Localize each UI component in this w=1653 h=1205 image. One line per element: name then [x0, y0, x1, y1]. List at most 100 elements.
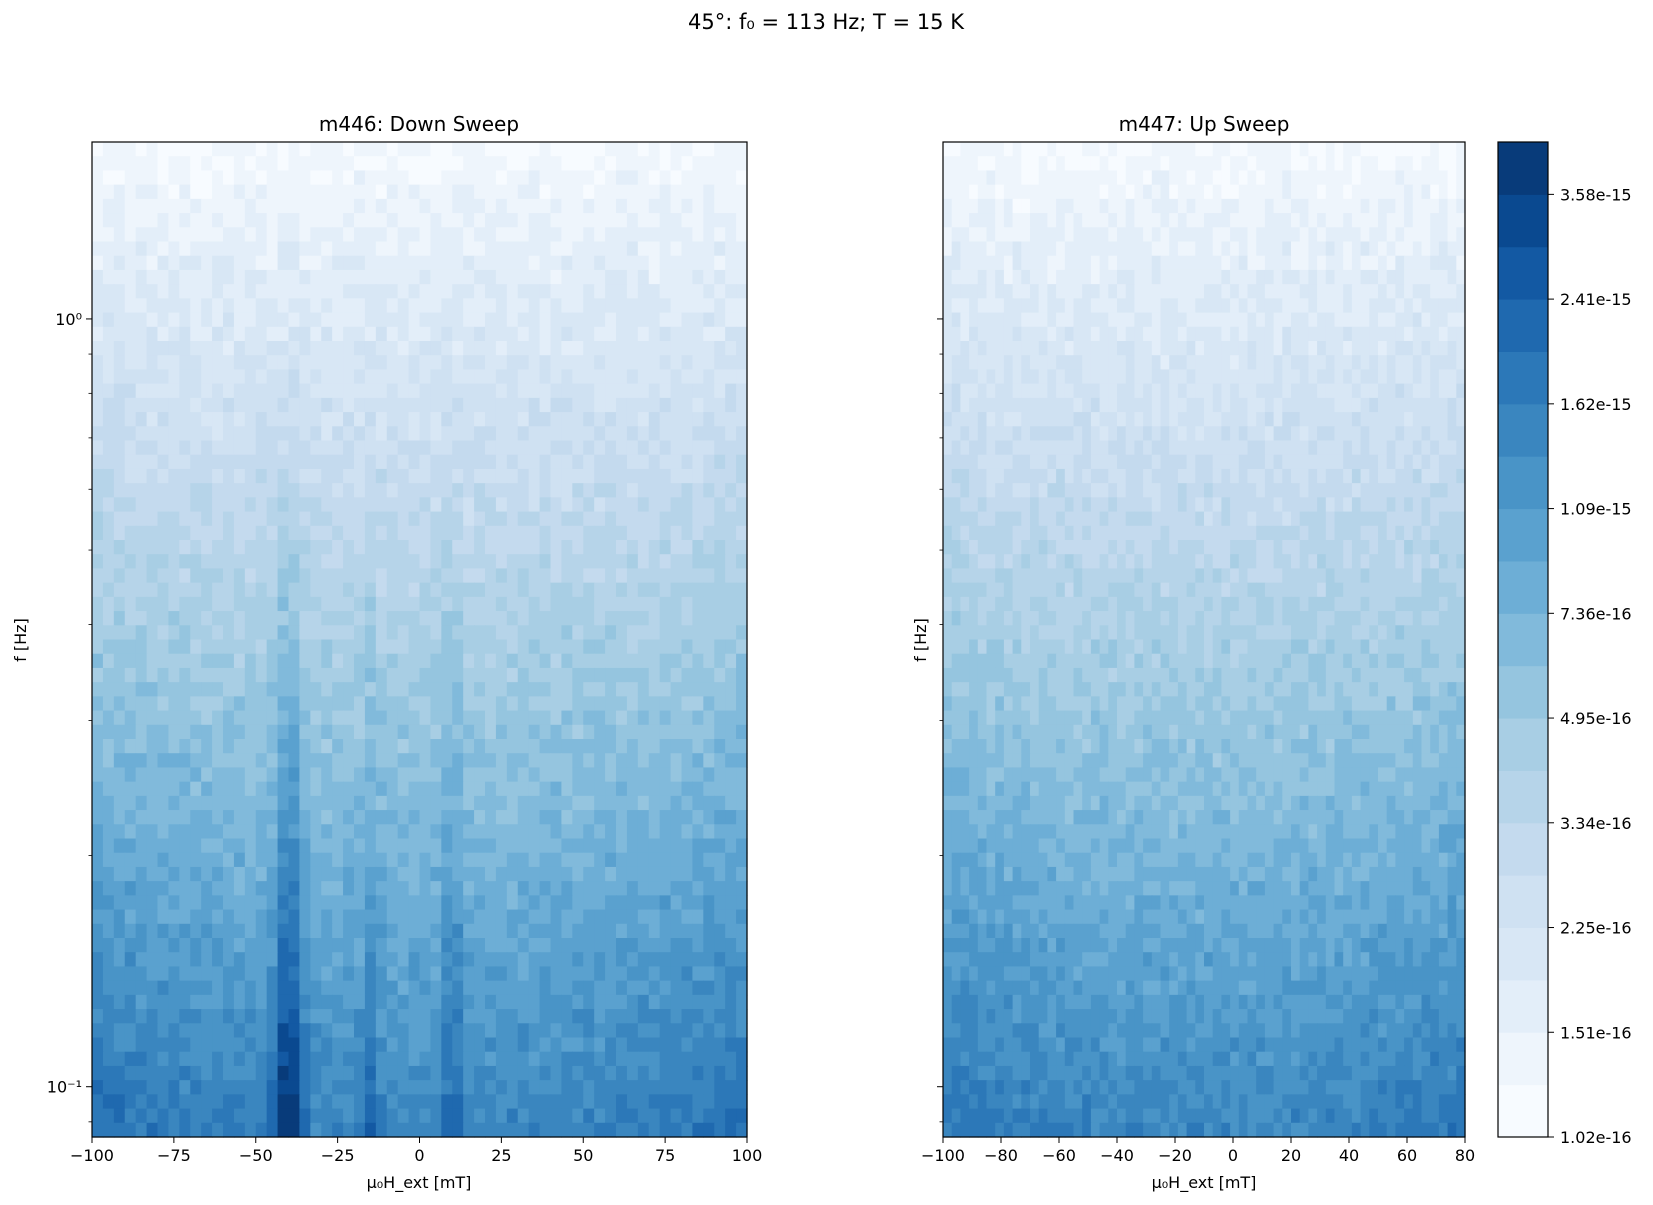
heatmap-cell — [1317, 298, 1327, 314]
heatmap-cell — [168, 653, 180, 669]
heatmap-cell — [201, 781, 213, 797]
heatmap-cell — [354, 952, 366, 968]
heatmap-cell — [637, 667, 650, 683]
heatmap-cell — [179, 1108, 191, 1124]
heatmap-cell — [714, 909, 726, 925]
heatmap-cell — [354, 383, 366, 399]
heatmap-cell — [594, 966, 606, 982]
heatmap-cell — [441, 895, 453, 911]
heatmap-cell — [343, 1094, 355, 1110]
heatmap-cell — [692, 1080, 704, 1095]
heatmap-cell — [594, 824, 606, 840]
heatmap-cell — [332, 298, 344, 314]
heatmap-cell — [354, 440, 366, 456]
heatmap-cell — [244, 1094, 257, 1110]
heatmap-cell — [714, 241, 726, 257]
heatmap-cell — [266, 781, 279, 797]
heatmap-cell — [354, 1023, 366, 1039]
heatmap-cell — [452, 596, 464, 612]
heatmap-cell — [681, 824, 694, 840]
heatmap-cell — [736, 1023, 748, 1039]
heatmap-cell — [113, 213, 126, 228]
heatmap-cell — [452, 454, 464, 470]
heatmap-cell — [124, 753, 137, 769]
heatmap-cell — [375, 554, 388, 570]
heatmap-cell — [135, 795, 148, 811]
heatmap-cell — [1082, 298, 1092, 314]
heatmap-cell — [1125, 255, 1135, 271]
heatmap-cell — [146, 810, 159, 825]
heatmap-cell — [1195, 284, 1205, 299]
heatmap-cell — [463, 525, 475, 541]
heatmap-cell — [725, 341, 737, 356]
heatmap-cell — [157, 881, 170, 896]
heatmap-cell — [637, 241, 650, 257]
heatmap-cell — [266, 198, 279, 214]
heatmap-cell — [1021, 312, 1031, 328]
heatmap-cell — [550, 824, 563, 840]
heatmap-cell — [441, 468, 453, 484]
heatmap-cell — [233, 540, 246, 555]
heatmap-cell — [233, 1023, 246, 1039]
heatmap-cell — [212, 241, 224, 257]
heatmap-cell — [375, 625, 388, 641]
heatmap-cell — [1386, 241, 1396, 257]
heatmap-cell — [594, 923, 606, 939]
heatmap-cell — [1073, 298, 1083, 314]
heatmap-cell — [550, 838, 563, 854]
heatmap-cell — [659, 611, 672, 626]
heatmap-cell — [550, 781, 563, 797]
heatmap-cell — [124, 198, 137, 214]
heatmap-cell — [190, 625, 202, 641]
heatmap-cell — [594, 724, 606, 740]
heatmap-cell — [343, 1080, 355, 1095]
heatmap-cell — [1117, 269, 1127, 285]
heatmap-cell — [201, 582, 213, 598]
heatmap-cell — [506, 767, 519, 783]
heatmap-cell — [332, 1065, 344, 1081]
heatmap-cell — [616, 952, 628, 968]
heatmap-cell — [1117, 227, 1127, 243]
heatmap-cell — [626, 497, 639, 513]
heatmap-cell — [550, 284, 563, 299]
heatmap-cell — [419, 184, 432, 200]
heatmap-cell — [1047, 312, 1057, 328]
heatmap-cell — [386, 753, 399, 769]
heatmap-cell — [354, 895, 366, 911]
heatmap-cell — [1395, 142, 1405, 157]
heatmap-cell — [550, 312, 563, 328]
heatmap-cell — [266, 284, 279, 299]
heatmap-cell — [659, 156, 672, 172]
heatmap-cell — [354, 881, 366, 896]
heatmap-cell — [179, 938, 191, 953]
heatmap-cell — [386, 440, 399, 456]
heatmap-cell — [157, 568, 170, 584]
heatmap-cell — [648, 142, 661, 157]
heatmap-cell — [736, 1122, 748, 1138]
heatmap-cell — [190, 611, 202, 626]
heatmap-cell — [1021, 269, 1031, 285]
heatmap-cell — [626, 753, 639, 769]
heatmap-cell — [201, 1037, 213, 1053]
heatmap-cell — [310, 866, 322, 882]
heatmap-cell — [637, 369, 650, 385]
heatmap-cell — [474, 824, 486, 840]
heatmap-cell — [179, 653, 191, 669]
heatmap-cell — [594, 511, 606, 527]
heatmap-cell — [441, 739, 453, 754]
heatmap-cell — [354, 525, 366, 541]
heatmap-cell — [670, 426, 683, 442]
heatmap-cell — [1334, 142, 1344, 157]
heatmap-cell — [659, 468, 672, 484]
heatmap-cell — [299, 156, 311, 172]
heatmap-cell — [277, 1094, 290, 1110]
heatmap-cell — [332, 1023, 344, 1039]
heatmap-cell — [463, 895, 475, 911]
heatmap-cell — [463, 383, 475, 399]
heatmap-cell — [201, 1051, 213, 1067]
heatmap-cell — [179, 397, 191, 413]
heatmap-cell — [1151, 312, 1162, 328]
heatmap-cell — [102, 852, 115, 868]
heatmap-cell — [1308, 227, 1318, 243]
heatmap-cell — [1412, 255, 1423, 271]
